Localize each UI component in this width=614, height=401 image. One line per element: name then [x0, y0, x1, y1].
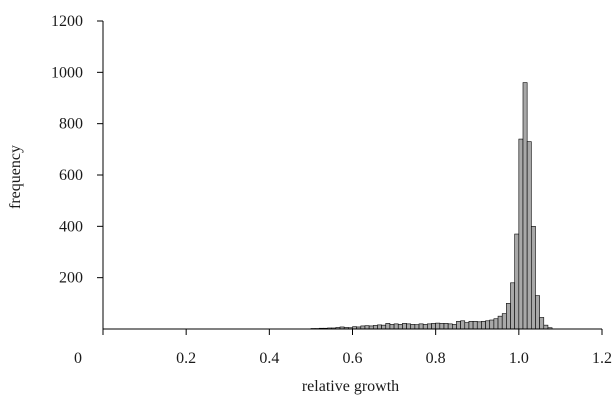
histogram-bar: [410, 324, 416, 330]
histogram-bar: [435, 322, 441, 330]
histogram-bar: [468, 320, 474, 330]
histogram-bar: [422, 324, 428, 330]
histogram-bar: [476, 321, 482, 330]
histogram-bar: [535, 295, 540, 330]
x-axis-ticks: 0 0.2 0.4 0.6 0.8 1.0 1.2: [74, 329, 612, 367]
histogram-bar: [427, 323, 432, 330]
x-tick-label: 0.8: [426, 350, 446, 367]
y-tick-label: 200: [59, 270, 83, 287]
histogram-bar: [456, 320, 461, 330]
histogram-bar: [418, 323, 424, 330]
x-tick-label: 0.6: [343, 350, 363, 367]
histogram-bar: [506, 303, 511, 330]
x-axis-title: relative growth: [302, 378, 399, 395]
histogram-bar: [431, 323, 436, 330]
histogram-bar: [510, 282, 515, 330]
histogram-bar: [493, 318, 499, 330]
histogram-bar: [522, 82, 528, 330]
histogram-bar: [389, 324, 395, 330]
histogram-bar: [385, 323, 391, 330]
histogram-bar: [539, 317, 545, 330]
bars-group: [310, 82, 553, 330]
histogram-bar: [381, 324, 387, 330]
histogram-bar: [531, 226, 536, 330]
x-tick-label: 0: [74, 350, 82, 367]
x-tick-label: 0.4: [259, 350, 279, 367]
x-tick-label: 1.2: [592, 350, 612, 367]
histogram-bar: [485, 320, 491, 330]
histogram-bar: [526, 141, 532, 330]
histogram-bar: [364, 325, 370, 330]
histogram-bar: [439, 323, 445, 330]
y-tick-label: 800: [59, 116, 83, 133]
histogram-bar: [543, 324, 549, 330]
histogram-bar: [377, 324, 382, 330]
histogram-bar: [460, 320, 466, 330]
y-axis-ticks: 200 400 600 800 1000 1200: [51, 13, 103, 287]
histogram-bar: [464, 322, 470, 330]
y-axis-title: frequency: [7, 145, 24, 209]
y-tick-label: 400: [59, 218, 83, 235]
histogram-bar: [372, 325, 378, 330]
histogram-bar: [447, 323, 453, 330]
histogram-bar: [402, 323, 407, 330]
histogram-bar: [397, 324, 403, 330]
histogram-bar: [514, 233, 520, 330]
x-tick-label: 1.0: [509, 350, 529, 367]
histogram-bar: [501, 313, 507, 330]
y-tick-label: 1200: [51, 13, 83, 30]
y-tick-label: 1000: [51, 64, 83, 81]
histogram-bar: [518, 138, 524, 330]
histogram-bar: [443, 323, 449, 330]
x-tick-label: 0.2: [176, 350, 196, 367]
histogram-bar: [472, 320, 478, 330]
histogram-bar: [393, 323, 399, 330]
histogram-bar: [489, 319, 495, 330]
histogram-bar: [451, 324, 457, 330]
histogram-bar: [414, 324, 420, 330]
histogram-bar: [406, 323, 412, 330]
y-tick-label: 600: [59, 167, 83, 184]
histogram-bar: [481, 320, 486, 330]
histogram-bar: [497, 315, 503, 330]
